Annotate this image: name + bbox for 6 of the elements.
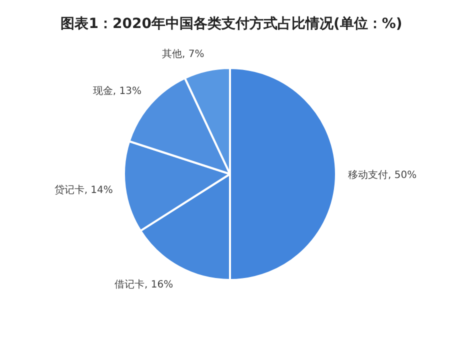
slice-label: 其他, 7% <box>162 48 204 60</box>
slice-label: 现金, 13% <box>92 84 142 97</box>
slice-label: 借记卡, 16% <box>114 278 174 290</box>
chart-title: 图表1：2020年中国各类支付方式占比情况(单位：%) <box>60 15 402 32</box>
slice-label: 贷记卡, 14% <box>54 184 113 196</box>
slice-label: 移动支付, 50% <box>348 169 417 181</box>
